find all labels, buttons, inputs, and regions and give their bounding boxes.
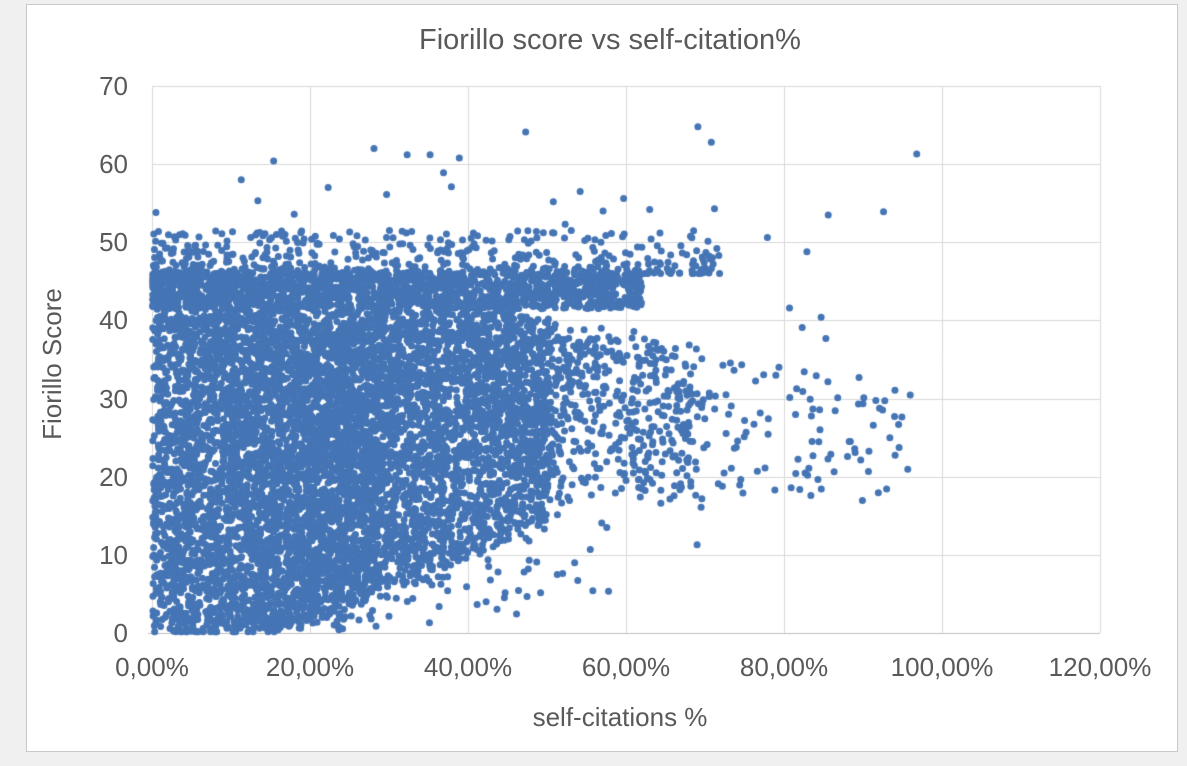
x-tick-label: 40,00% xyxy=(423,652,513,682)
x-tick-label: 60,00% xyxy=(581,652,671,682)
y-tick-label: 10 xyxy=(99,539,128,570)
y-tick-label: 70 xyxy=(99,71,128,101)
x-tick-label: 80,00% xyxy=(739,652,829,682)
chart-title: Fiorillo score vs self-citation% xyxy=(419,24,801,56)
x-tick-label: 100,00% xyxy=(890,652,994,682)
y-tick-label: 30 xyxy=(99,383,128,414)
x-tick-label: 0,00% xyxy=(115,652,189,682)
x-tick-label: 120,00% xyxy=(1048,652,1152,682)
x-tick-label: 20,00% xyxy=(265,652,355,682)
y-tick-label: 40 xyxy=(99,305,128,336)
y-axis-title: Fiorillo Score xyxy=(37,288,67,440)
x-axis-title: self-citations % xyxy=(532,702,708,732)
y-tick-label: 0 xyxy=(113,618,128,648)
y-tick-label: 20 xyxy=(99,461,128,492)
y-tick-label: 50 xyxy=(99,227,128,258)
y-tick-label: 60 xyxy=(99,149,128,180)
